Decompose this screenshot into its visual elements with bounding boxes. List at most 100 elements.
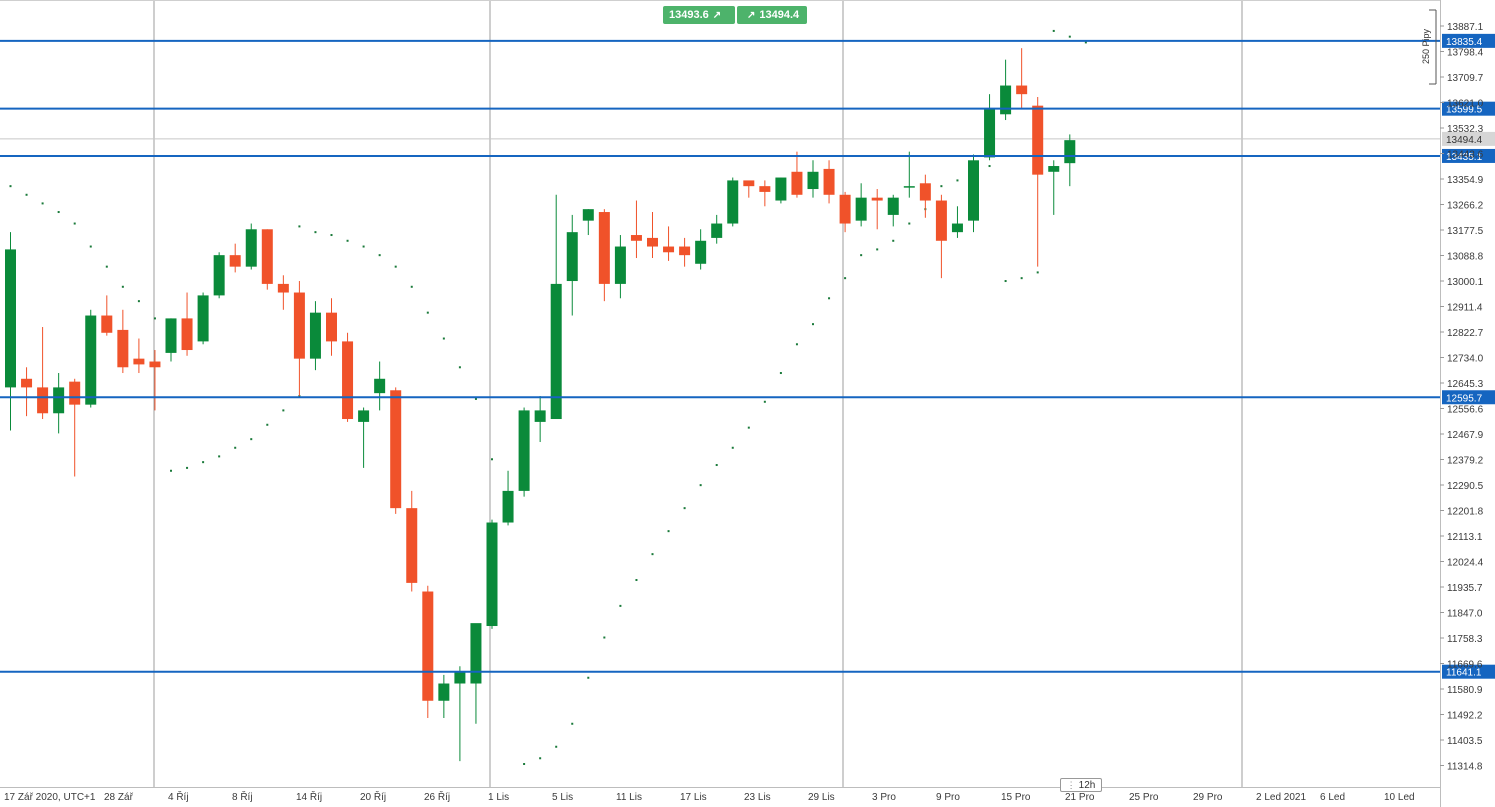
price-tick-label: 12290.5: [1447, 481, 1484, 492]
date-tick-label: 26 Říj: [424, 790, 450, 803]
sar-dot: [491, 458, 493, 461]
price-tick-label: 12734.0: [1447, 354, 1484, 365]
candle: [406, 490, 418, 592]
date-tick-label: 21 Pro: [1065, 792, 1095, 803]
candle-body: [69, 381, 81, 405]
candle: [903, 151, 915, 198]
price-tick-label: 13000.1: [1447, 277, 1484, 288]
sar-dot: [988, 165, 991, 168]
candle: [261, 229, 273, 290]
candle-body: [1032, 105, 1044, 175]
candle: [37, 327, 49, 420]
sell-price: 13493.6: [669, 9, 709, 21]
sar-dot: [844, 277, 847, 280]
candle-body: [630, 235, 642, 241]
level-price-label: 13835.4: [1446, 37, 1483, 48]
level-price-tag: [1442, 664, 1495, 679]
candle-body: [326, 312, 337, 342]
candle-body: [855, 197, 867, 221]
pips-ruler-label: 250 Pipy: [1421, 28, 1431, 64]
price-tick-label: 11403.5: [1447, 736, 1483, 747]
candle: [277, 275, 289, 310]
candle-body: [663, 246, 675, 253]
candle: [871, 189, 883, 230]
sar-dot: [908, 222, 911, 225]
date-tick-label: 23 Lis: [744, 792, 771, 803]
price-tick-label: 12911.4: [1447, 303, 1483, 314]
candle-body: [438, 683, 450, 701]
candle: [117, 309, 129, 374]
date-tick-label: 1 Lis: [488, 792, 509, 803]
candle-body: [919, 183, 931, 201]
sar-dot: [699, 484, 702, 487]
candle-body: [390, 390, 402, 509]
candle: [149, 350, 161, 411]
sar-dot: [651, 553, 654, 556]
price-tick-label: 11935.7: [1447, 583, 1483, 594]
sar-dot: [667, 530, 670, 533]
candle-body: [743, 180, 755, 187]
candle: [647, 212, 658, 259]
sar-dot: [523, 763, 526, 766]
level-price-label: 11641.1: [1446, 668, 1482, 679]
price-tick-label: 11314.8: [1447, 762, 1483, 773]
candle-body: [887, 197, 899, 215]
candle-body: [1016, 85, 1028, 95]
sar-dot: [956, 179, 959, 182]
candle-body: [968, 160, 979, 221]
date-tick-label: 29 Pro: [1193, 792, 1223, 803]
candle: [663, 226, 675, 261]
sar-dot: [105, 265, 108, 268]
price-tick-label: 12113.1: [1447, 532, 1483, 543]
candle-body: [406, 508, 418, 583]
sar-dot: [892, 239, 895, 242]
candle-body: [951, 223, 963, 233]
candle-body: [486, 522, 498, 627]
candle: [887, 194, 899, 227]
sar-dot: [298, 225, 301, 228]
candle: [438, 674, 450, 719]
current-price-label: 13494.4: [1446, 135, 1483, 146]
candle-body: [37, 387, 49, 414]
sar-dot: [89, 245, 92, 248]
sar-dot: [234, 446, 237, 449]
price-tick-label: 13621.0: [1447, 99, 1484, 110]
candle-body: [598, 212, 610, 284]
date-tick-label: 17 Lis: [680, 792, 707, 803]
time-axis[interactable]: 17 Zář 2020, UTC+1 28 Zář 4 Říj 8 Říj 14 Říj…: [4, 790, 1415, 803]
candle: [245, 223, 257, 270]
candle: [309, 301, 321, 371]
horizontal-lines[interactable]: 13835.4 13599.5 13435.1 12595.7 11641.1: [0, 33, 1495, 679]
timeframe-label: 12h: [1078, 779, 1096, 791]
candle-body: [759, 186, 771, 192]
price-tick-label: 12024.4: [1447, 558, 1484, 569]
candle: [598, 209, 610, 302]
sar-dot: [266, 423, 269, 426]
candle-body: [21, 378, 33, 388]
sell-button[interactable]: 13493.6 ↗: [663, 6, 735, 24]
sar-dot: [73, 222, 76, 225]
candle-body: [647, 237, 658, 247]
candle-body: [53, 387, 65, 414]
sar-dot: [153, 317, 156, 320]
date-tick-label: 11 Lis: [616, 792, 642, 803]
level-price-tag: [1442, 33, 1495, 48]
candle: [727, 177, 739, 227]
candle-body: [871, 197, 883, 201]
price-axis[interactable]: 13887.1 13798.4 13709.7 13621.0 13532.3 13443…: [1421, 9, 1495, 773]
candle-body: [133, 358, 145, 365]
sar-dot: [362, 245, 365, 248]
date-tick-label: 3 Pro: [872, 792, 896, 803]
buy-button[interactable]: ↗ 13494.4: [737, 6, 807, 24]
date-tick-label: 28 Zář: [104, 792, 134, 803]
candle: [823, 160, 835, 204]
candle: [454, 666, 466, 762]
date-tick-label: 4 Říj: [168, 790, 189, 803]
sar-dot: [330, 234, 333, 237]
date-tick-label: 14 Říj: [296, 790, 322, 803]
sar-dot: [571, 722, 574, 725]
sar-dot: [779, 372, 782, 375]
timeframe-selector[interactable]: ⋮ 12h: [1060, 778, 1102, 792]
sar-dot: [635, 579, 638, 582]
